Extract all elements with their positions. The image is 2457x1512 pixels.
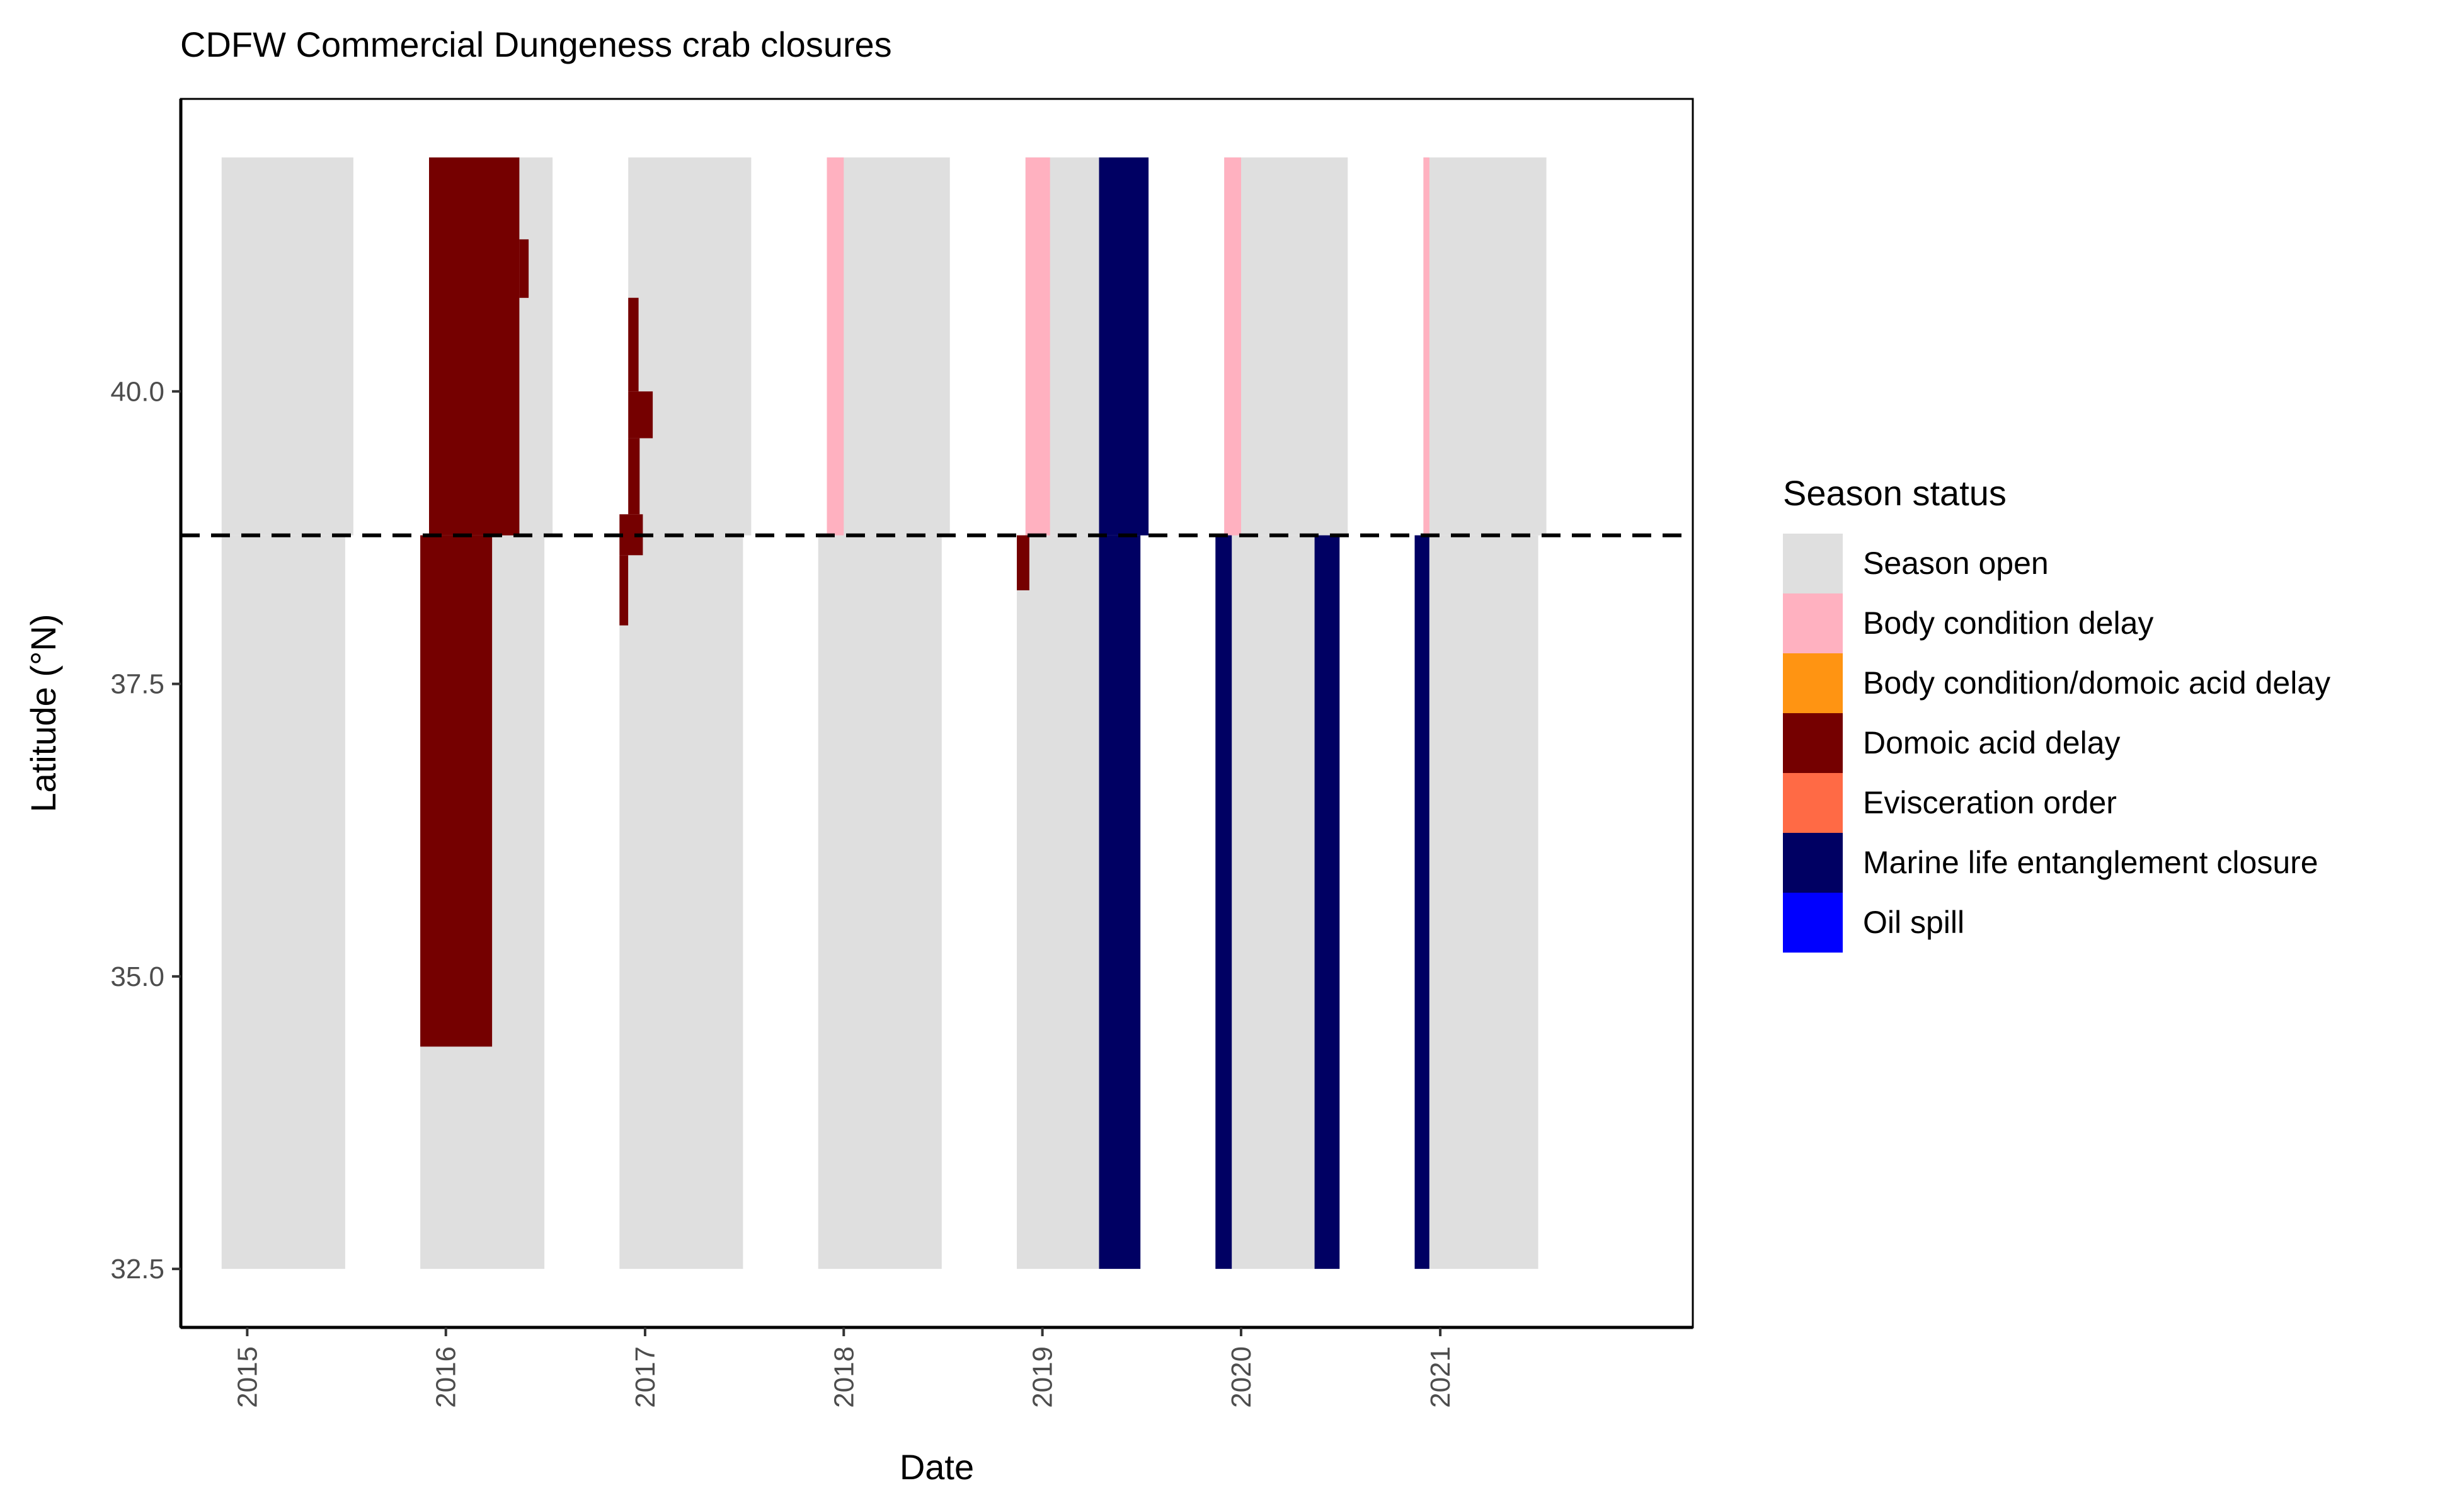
y-tick-label: 35.0 [110,961,164,992]
segment-domoic-acid-delay [628,391,653,438]
segment-season-open [1224,157,1348,536]
segment-marine-life-entanglement-closure [1215,535,1232,1269]
segment-domoic-acid-delay [429,157,520,536]
segment-domoic-acid-delay [1017,535,1029,590]
segment-domoic-acid-delay [519,239,529,298]
segment-domoic-acid-delay [619,555,629,626]
y-axis-title: Latitude (°N) [23,614,63,813]
segments-layer [221,157,1547,1269]
segment-season-open [221,157,353,536]
legend-label: Marine life entanglement closure [1863,845,2318,880]
legend-label: Body condition/domoic acid delay [1863,665,2330,701]
plot-panel [179,98,1694,1329]
chart-title: CDFW Commercial Dungeness crab closures [180,25,892,64]
segment-marine-life-entanglement-closure [1099,535,1141,1269]
legend-label: Oil spill [1863,905,1964,940]
x-tick-label: 2021 [1425,1346,1456,1408]
segment-season-open [818,535,942,1269]
legend-key [1783,833,1843,893]
x-axis-ticks: 2015 2016 2017 2018 2019 2020 2021 [232,1327,1456,1408]
segment-domoic-acid-delay [628,438,640,515]
legend-key [1783,893,1843,953]
legend-key [1783,653,1843,713]
legend-key [1783,534,1843,593]
segment-season-open [1423,157,1547,536]
legend-label: Body condition delay [1863,605,2153,641]
segment-season-open [827,157,950,536]
x-tick-label: 2020 [1226,1346,1257,1408]
segment-body-condition-delay [827,157,844,536]
x-tick-label: 2016 [431,1346,462,1408]
segment-marine-life-entanglement-closure [1414,535,1429,1269]
segment-body-condition-delay [1423,157,1429,536]
segment-season-open [619,535,743,1269]
y-axis-ticks: 32.5 35.0 37.5 40.0 [110,376,181,1285]
segment-season-open [1414,535,1538,1269]
x-tick-label: 2015 [232,1346,263,1408]
segment-season-open [221,535,345,1269]
legend-label: Evisceration order [1863,785,2117,820]
legend-key [1783,773,1843,833]
y-tick-label: 40.0 [110,376,164,407]
y-tick-label: 32.5 [110,1254,164,1285]
x-tick-label: 2018 [828,1346,859,1408]
segment-domoic-acid-delay [420,535,493,1047]
y-tick-label: 37.5 [110,669,164,700]
x-axis-title: Date [900,1447,974,1487]
segment-season-open [628,157,752,536]
segment-marine-life-entanglement-closure [1314,535,1340,1269]
x-tick-label: 2019 [1028,1346,1058,1408]
legend-label: Season open [1863,546,2049,581]
segment-domoic-acid-delay [628,297,639,392]
segment-body-condition-delay [1025,157,1050,536]
legend-entries: Season open Body condition delay Body cond… [1783,534,2330,953]
legend-title: Season status [1783,473,2007,513]
segment-body-condition-delay [1224,157,1241,536]
legend-key [1783,593,1843,653]
legend-label: Domoic acid delay [1863,725,2121,760]
segment-marine-life-entanglement-closure [1099,157,1149,536]
legend: Season status Season open Body condition … [1783,473,2330,953]
legend-key [1783,713,1843,773]
x-tick-label: 2017 [630,1346,661,1408]
